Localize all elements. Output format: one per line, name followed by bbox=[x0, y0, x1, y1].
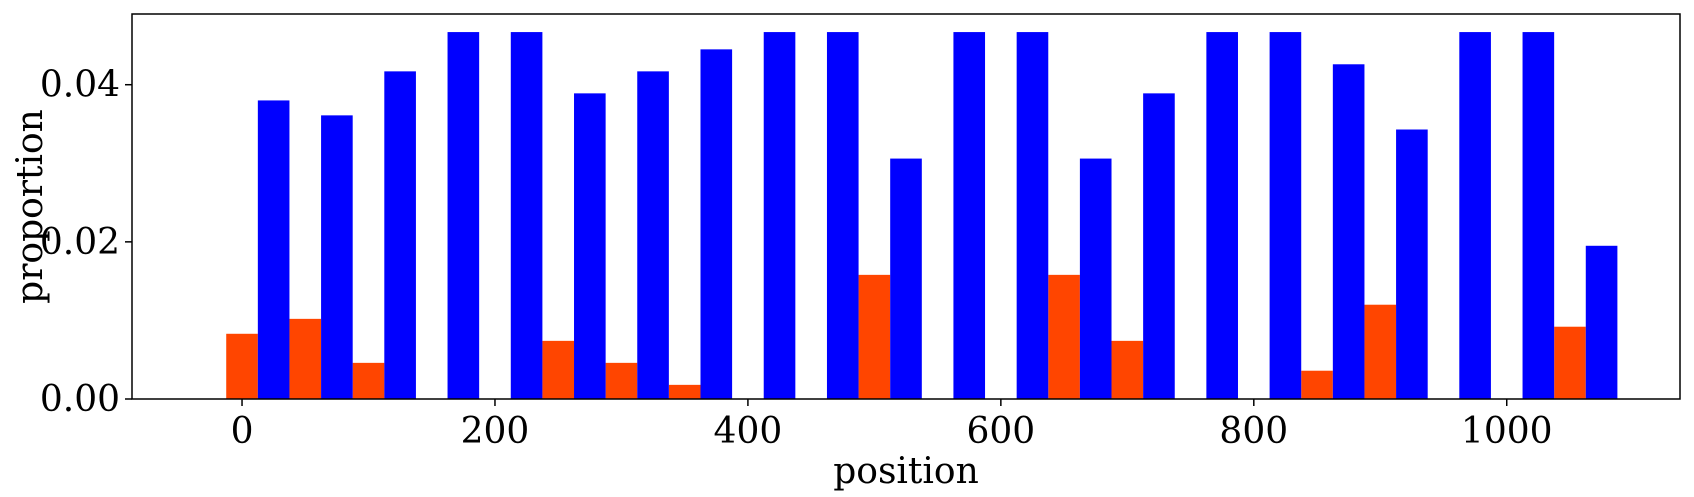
x-tick-label: 200 bbox=[461, 411, 530, 452]
bar-series2-775 bbox=[1206, 32, 1238, 399]
bar-series2-575 bbox=[953, 32, 986, 399]
bar-series2-625 bbox=[1016, 32, 1049, 399]
bar-series2-75 bbox=[321, 115, 353, 399]
bar-series1-0 bbox=[226, 333, 258, 399]
y-tick-label: 0.02 bbox=[40, 222, 120, 263]
x-tick-label: 1000 bbox=[1461, 411, 1553, 452]
bar-series2-125 bbox=[384, 71, 416, 399]
bar-series2-675 bbox=[1079, 158, 1112, 399]
bar-series1-100 bbox=[352, 362, 385, 399]
x-tick-label: 0 bbox=[231, 411, 254, 452]
y-tick-label: 0.04 bbox=[40, 65, 120, 106]
bar-series2-1025 bbox=[1522, 32, 1555, 399]
bar-series2-375 bbox=[700, 49, 733, 399]
bar-series2-725 bbox=[1143, 93, 1175, 399]
y-axis-label: proportion bbox=[10, 109, 51, 304]
bar-series1-1050 bbox=[1554, 326, 1586, 399]
bars-group bbox=[226, 32, 1618, 400]
bar-series2-425 bbox=[763, 32, 796, 399]
bar-series1-900 bbox=[1364, 304, 1397, 399]
bar-series2-25 bbox=[257, 100, 290, 399]
bar-series1-850 bbox=[1301, 370, 1333, 399]
x-axis-label: position bbox=[833, 451, 979, 492]
bar-series2-825 bbox=[1269, 32, 1302, 399]
bar-series2-475 bbox=[826, 32, 859, 399]
plot-frame bbox=[131, 13, 1681, 400]
bar-series2-175 bbox=[447, 32, 480, 399]
bar-series2-275 bbox=[574, 93, 606, 399]
bar-series2-525 bbox=[890, 158, 922, 399]
y-axis-ticks: 0.00 0.02 0.04 bbox=[40, 65, 132, 420]
x-axis-ticks: 0 200 400 600 800 1000 bbox=[231, 399, 1553, 452]
x-tick-label: 400 bbox=[714, 411, 783, 452]
bar-series1-700 bbox=[1111, 340, 1144, 399]
bar-series2-925 bbox=[1396, 129, 1428, 399]
bar-series1-250 bbox=[542, 340, 575, 399]
bar-series1-350 bbox=[668, 384, 701, 399]
bar-series1-50 bbox=[289, 318, 322, 399]
x-tick-label: 600 bbox=[966, 411, 1035, 452]
bar-series1-300 bbox=[605, 362, 638, 399]
bar-series2-1075 bbox=[1585, 245, 1618, 399]
x-tick-label: 800 bbox=[1219, 411, 1288, 452]
bar-series2-325 bbox=[637, 71, 669, 399]
bar-series1-650 bbox=[1048, 274, 1080, 399]
bar-series2-975 bbox=[1459, 32, 1491, 399]
bar-series1-500 bbox=[858, 274, 891, 399]
bar-series2-875 bbox=[1332, 64, 1365, 400]
y-tick-label: 0.00 bbox=[40, 379, 120, 420]
bar-series2-225 bbox=[510, 32, 543, 399]
